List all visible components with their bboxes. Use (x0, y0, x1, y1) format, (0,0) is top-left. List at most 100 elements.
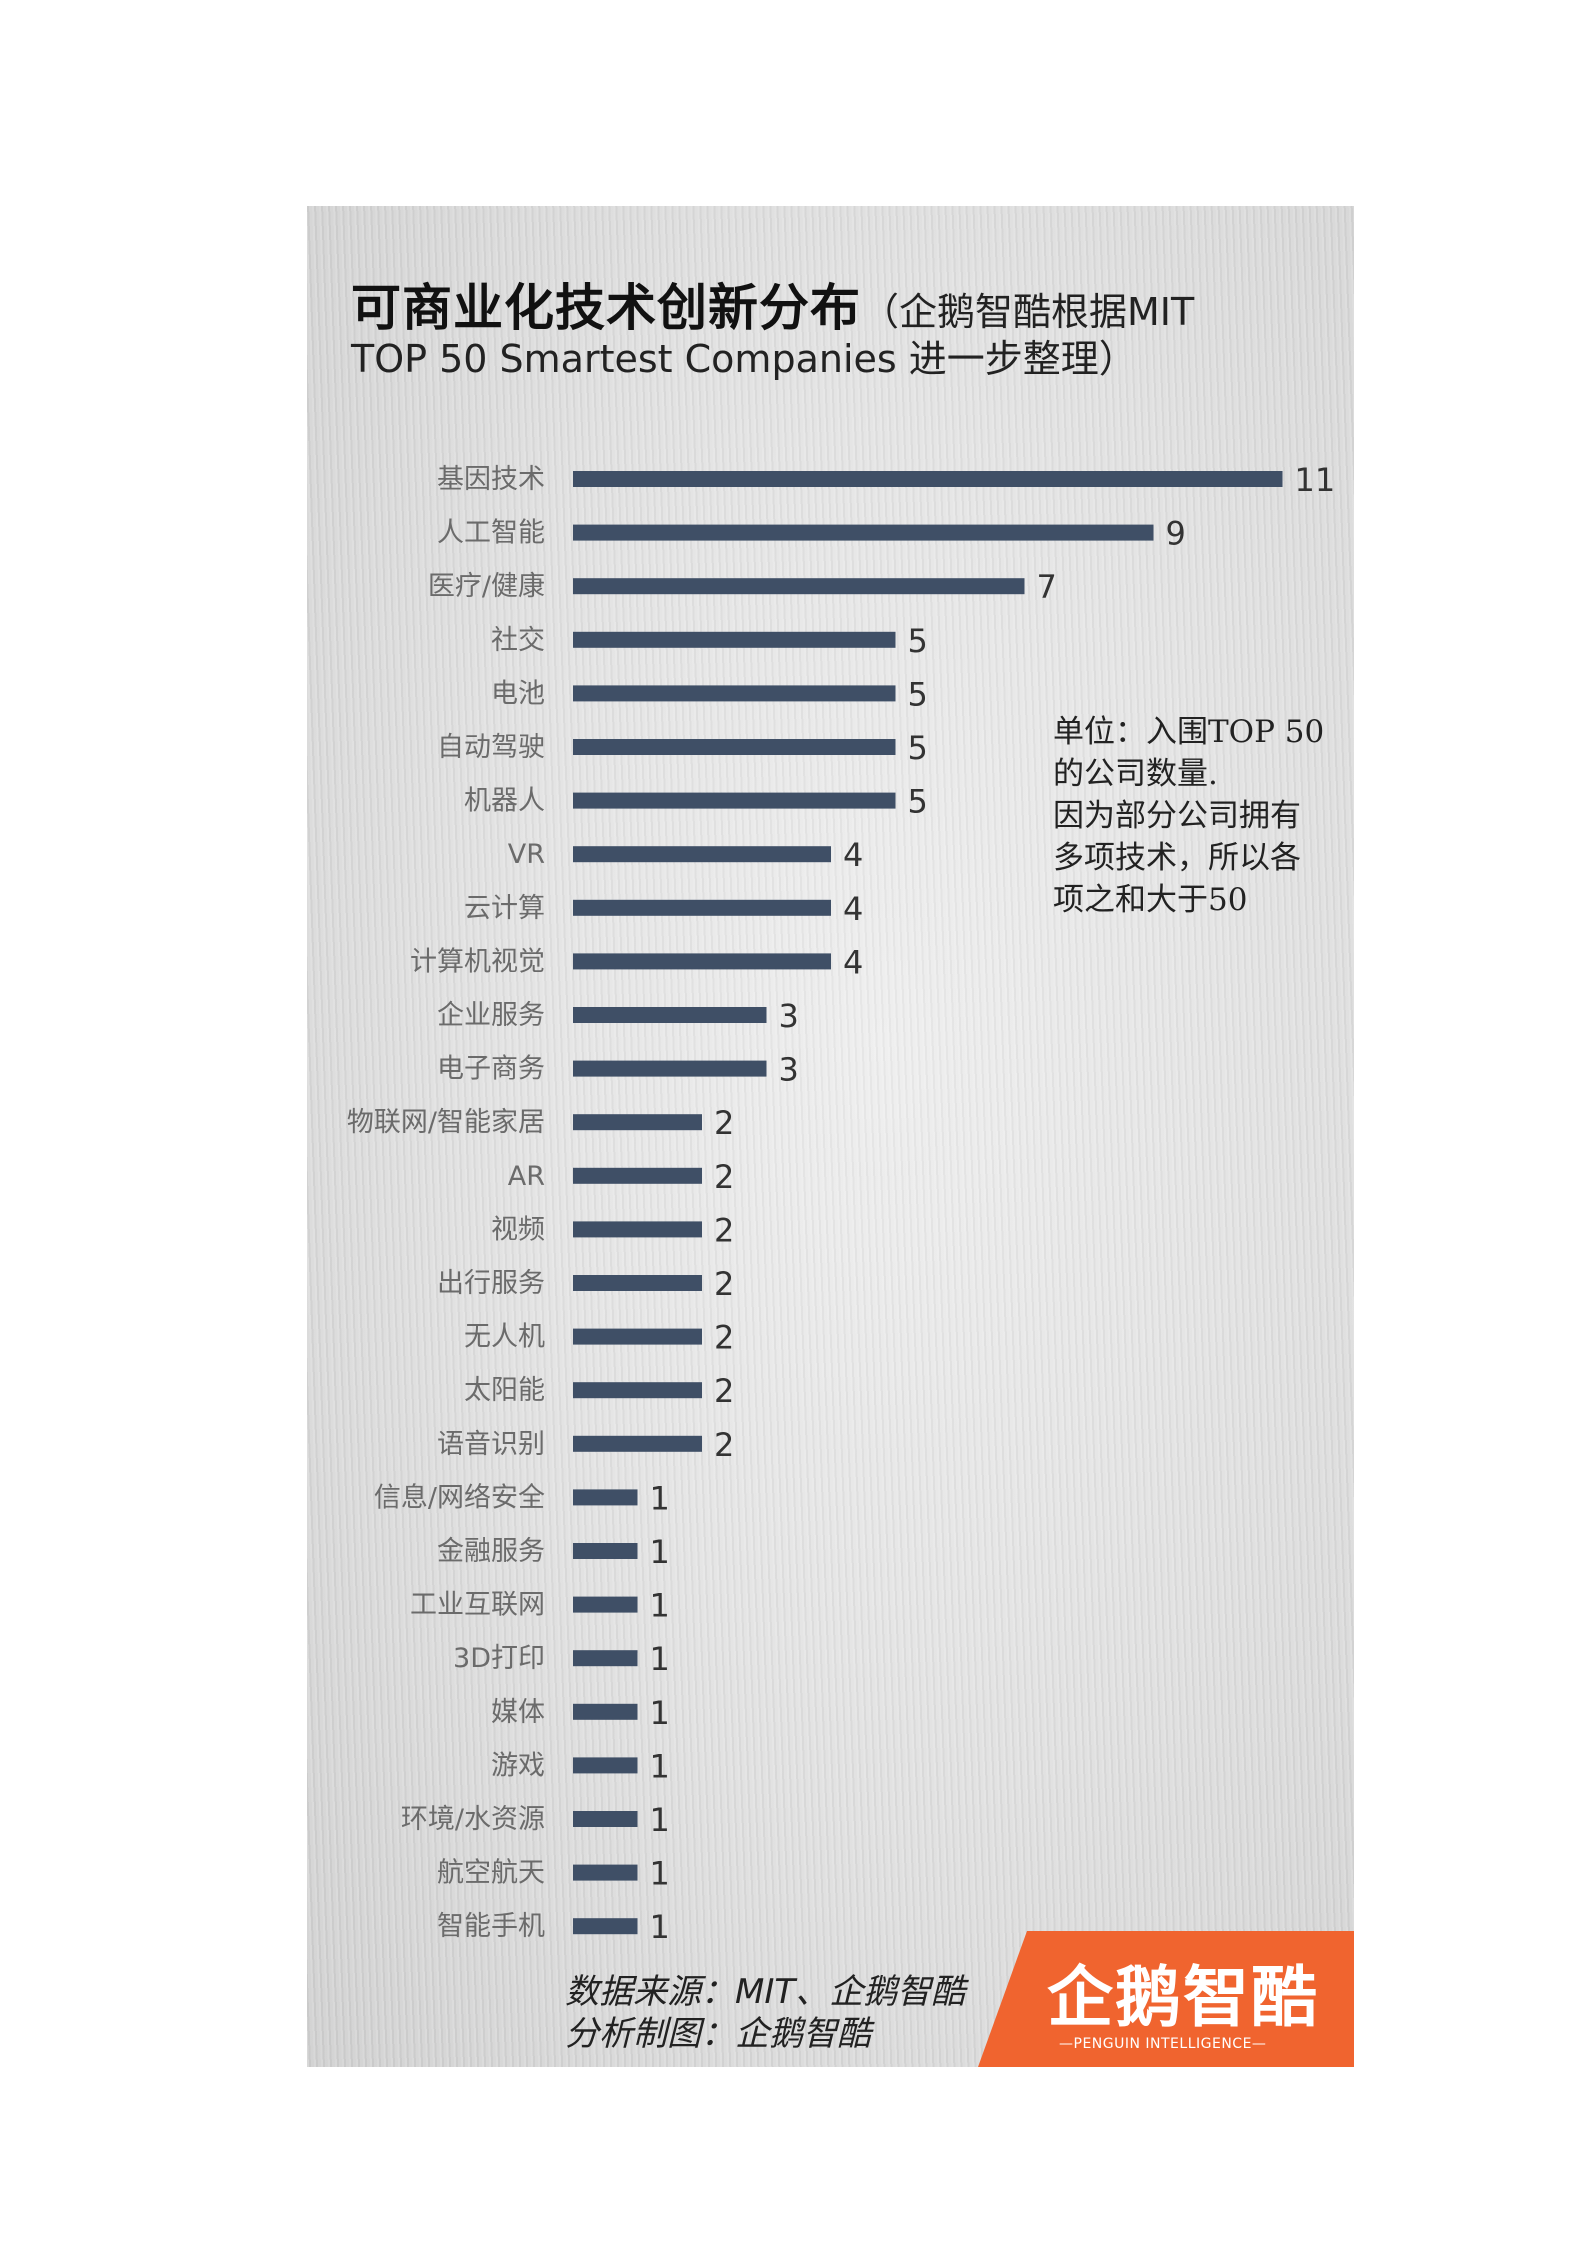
bar (573, 1811, 638, 1827)
bar (573, 1382, 702, 1399)
title-main: 可商业化技术创新分布 (351, 279, 861, 337)
category-label: 媒体 (491, 1697, 545, 1728)
bar (573, 1435, 702, 1452)
category-label: 视频 (491, 1214, 545, 1245)
bar (573, 1864, 638, 1881)
category-label: 计算机视觉 (410, 946, 545, 977)
category-label: VR (508, 839, 545, 870)
category-label: 物联网/智能家居 (347, 1107, 545, 1138)
value-label: 3 (779, 997, 799, 1035)
bar (573, 631, 896, 648)
bar (573, 578, 1025, 595)
value-label: 1 (650, 1694, 670, 1732)
bar (573, 846, 831, 863)
value-label: 2 (714, 1104, 734, 1142)
source-line-1: 数据来源：MIT、企鹅智酷 (565, 1972, 966, 2012)
value-label: 1 (650, 1908, 670, 1946)
bar (573, 1167, 702, 1184)
bar (573, 1757, 638, 1774)
category-label: AR (508, 1161, 545, 1192)
category-label: 电池 (491, 678, 545, 709)
chart-title: 可商业化技术创新分布（企鹅智酷根据MIT (351, 268, 1194, 340)
value-label: 5 (908, 729, 928, 767)
value-label: 5 (908, 622, 928, 660)
note-line: 项之和大于50 (1053, 882, 1248, 918)
logo-background (978, 1931, 1354, 2067)
category-label: 信息/网络安全 (374, 1482, 545, 1513)
source-line-2: 分析制图：企鹅智酷 (565, 2014, 871, 2054)
category-label: 企业服务 (437, 1000, 545, 1031)
category-label: 工业互联网 (410, 1590, 545, 1621)
value-label: 9 (1166, 515, 1186, 553)
bar (573, 1060, 767, 1077)
category-label: 机器人 (464, 786, 545, 817)
value-label: 7 (1037, 568, 1057, 606)
value-label: 2 (714, 1158, 734, 1196)
bar (573, 1650, 638, 1667)
logo-banner (978, 1931, 1354, 2067)
bar (573, 1328, 702, 1345)
note-line: 的公司数量. (1053, 756, 1218, 792)
value-label: 11 (1295, 461, 1336, 499)
value-label: 1 (650, 1855, 670, 1893)
value-label: 2 (714, 1211, 734, 1249)
bar (573, 1918, 638, 1935)
bar (573, 1114, 702, 1131)
bar (573, 1489, 638, 1506)
value-label: 1 (650, 1479, 670, 1517)
value-label: 2 (714, 1265, 734, 1303)
value-label: 2 (714, 1372, 734, 1410)
logo-text: 企鹅智酷 (1047, 1959, 1319, 2036)
category-label: 基因技术 (437, 464, 545, 495)
category-label: 航空航天 (437, 1858, 545, 1889)
bar (573, 471, 1283, 487)
category-label: 社交 (491, 625, 545, 656)
category-label: 环境/水资源 (401, 1804, 545, 1835)
bar (573, 899, 831, 916)
bar (573, 685, 896, 702)
value-label: 1 (650, 1640, 670, 1678)
note-line: 多项技术，所以各 (1053, 840, 1301, 876)
category-label: 无人机 (464, 1322, 545, 1353)
bar (573, 1596, 638, 1613)
unit-note: 单位：入围TOP 50 的公司数量. 因为部分公司拥有 多项技术，所以各 项之和… (1053, 711, 1324, 921)
source-text: 数据来源：MIT、企鹅智酷 分析制图：企鹅智酷 (565, 1971, 965, 2055)
value-label: 1 (650, 1747, 670, 1785)
bar (573, 792, 896, 809)
category-label: 医疗/健康 (428, 571, 545, 602)
category-label: 游戏 (491, 1750, 545, 1781)
value-label: 4 (843, 836, 863, 874)
category-label: 出行服务 (437, 1268, 545, 1299)
category-label: 太阳能 (464, 1375, 545, 1406)
logo-subtitle: —PENGUIN INTELLIGENCE— (1059, 2036, 1267, 2052)
note-line: 单位：入围TOP 50 (1053, 714, 1325, 750)
category-label: 语音识别 (437, 1429, 545, 1460)
value-label: 1 (650, 1533, 670, 1571)
bar (573, 1543, 638, 1559)
value-label: 1 (650, 1801, 670, 1839)
category-label: 电子商务 (437, 1054, 545, 1085)
title-sub: （企鹅智酷根据MIT (861, 290, 1195, 334)
value-label: 5 (908, 675, 928, 713)
value-label: 4 (843, 890, 863, 928)
title-sub-line2: TOP 50 Smartest Companies 进一步整理） (351, 337, 1137, 381)
category-label: 智能手机 (437, 1911, 545, 1942)
bar (573, 1221, 702, 1238)
bar (573, 1703, 638, 1720)
value-label: 4 (843, 943, 863, 981)
value-label: 3 (779, 1051, 799, 1089)
bar (573, 1007, 767, 1023)
category-label: 人工智能 (437, 518, 545, 549)
category-label: 云计算 (464, 893, 545, 924)
bar (573, 524, 1154, 541)
bar (573, 739, 896, 755)
category-label: 金融服务 (437, 1536, 545, 1567)
bar (573, 1275, 702, 1291)
category-label: 3D打印 (453, 1643, 545, 1674)
value-label: 2 (714, 1426, 734, 1464)
bar (573, 953, 831, 970)
value-label: 2 (714, 1319, 734, 1357)
note-line: 因为部分公司拥有 (1053, 798, 1301, 834)
value-label: 5 (908, 783, 928, 821)
